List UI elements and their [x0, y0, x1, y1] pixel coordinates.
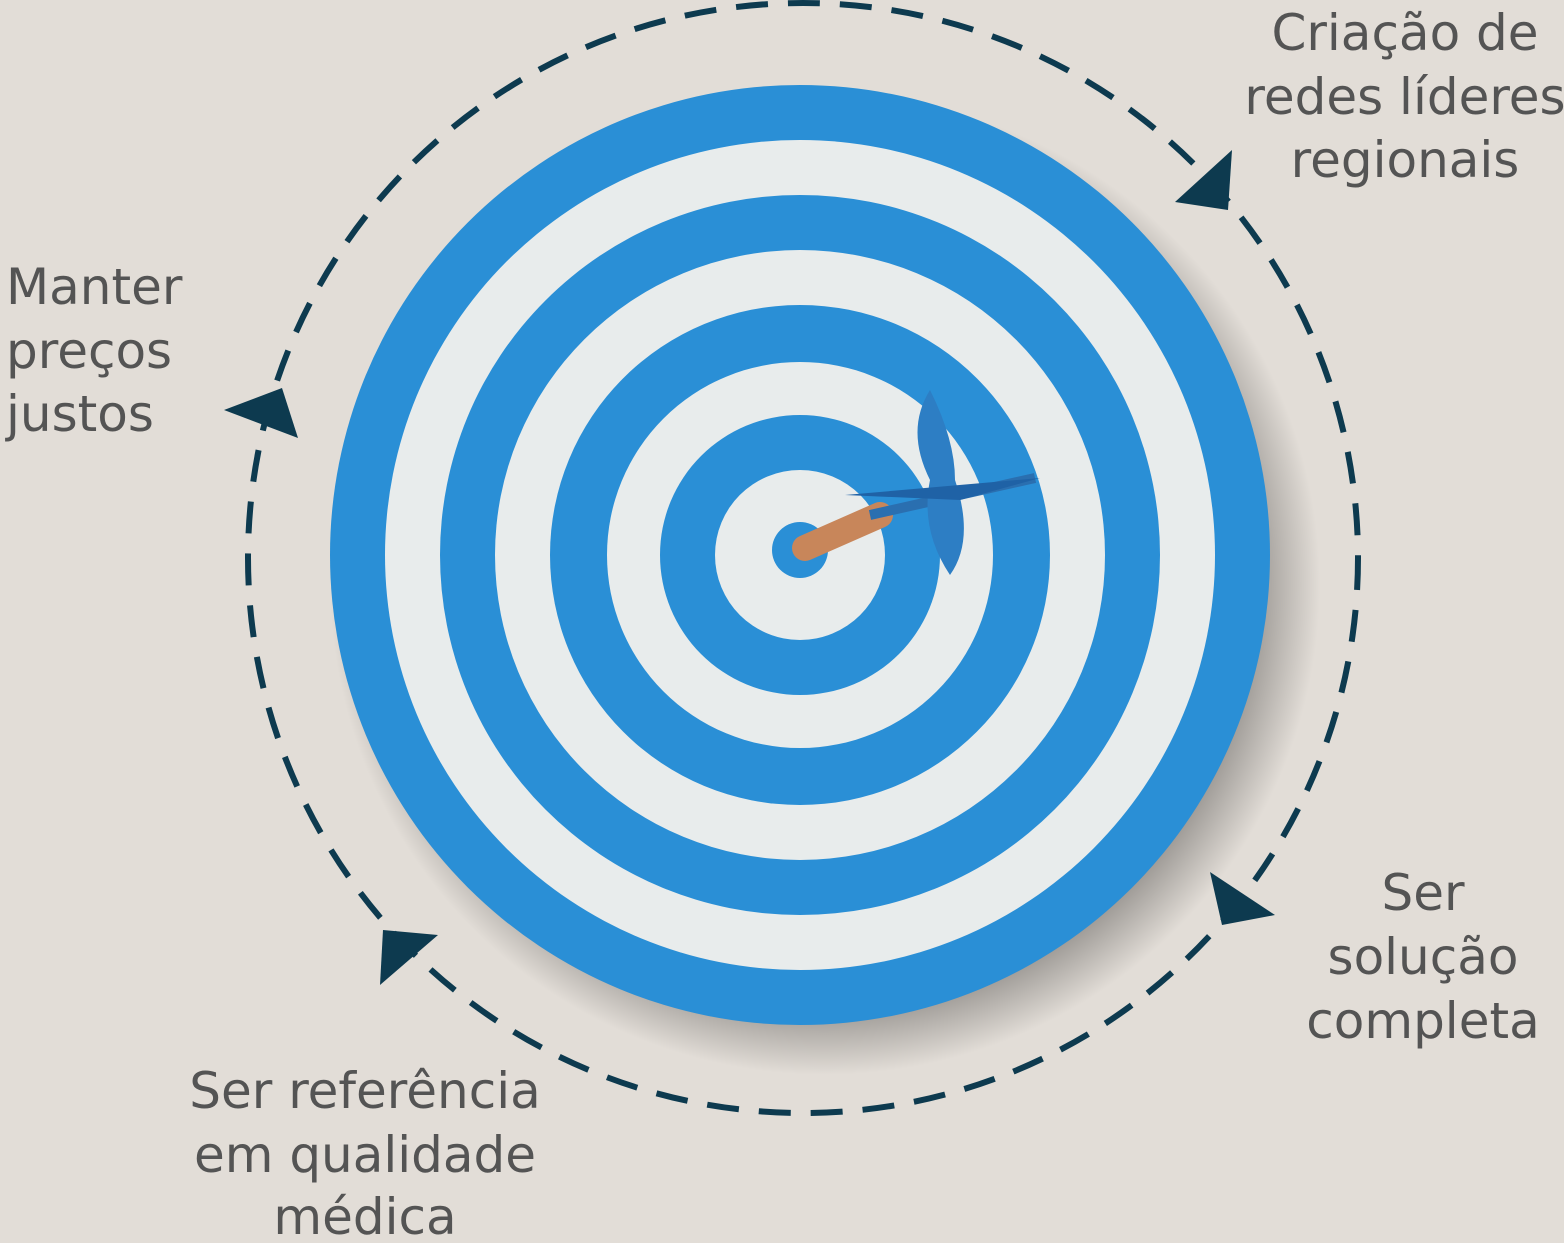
label-line: Ser: [1381, 864, 1465, 922]
label-line: médica: [273, 1188, 456, 1243]
label-line: Ser referência: [189, 1062, 540, 1120]
label-line: preços: [6, 322, 172, 380]
label-line: regionais: [1291, 131, 1520, 189]
page: Criação de redes líderes regionais Mante…: [0, 0, 1564, 1243]
label-line: completa: [1306, 992, 1539, 1050]
label: Criação de redes líderes regionais: [1244, 4, 1564, 189]
label-line: redes líderes: [1244, 68, 1564, 126]
diagram: Criação de redes líderes regionais Mante…: [0, 0, 1564, 1243]
label-line: Manter: [6, 258, 183, 316]
label-line: justos: [5, 385, 154, 443]
label-line: Criação de: [1271, 4, 1538, 62]
label-line: em qualidade: [194, 1126, 536, 1184]
label-line: solução: [1328, 928, 1519, 986]
